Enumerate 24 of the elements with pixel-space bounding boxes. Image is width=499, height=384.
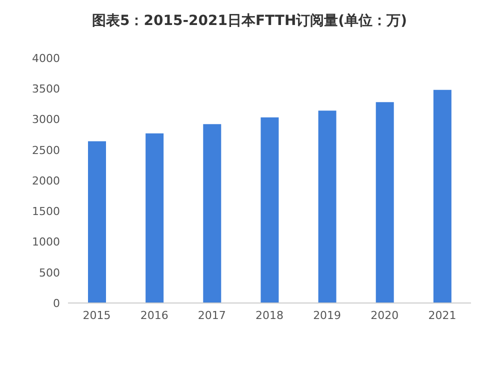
x-tick-label: 2019: [313, 308, 342, 322]
y-tick-label: 1000: [32, 236, 60, 249]
x-tick-label: 2021: [428, 308, 456, 322]
x-tick-label: 2015: [82, 308, 111, 322]
y-tick-label: 2000: [32, 174, 60, 188]
bar: [433, 90, 452, 303]
bar: [376, 102, 394, 303]
y-tick-label: 1500: [32, 205, 60, 218]
bar: [260, 117, 279, 303]
y-tick-label: 3500: [32, 82, 60, 96]
x-tick-label: 2018: [256, 308, 284, 322]
bar: [203, 124, 222, 303]
bar: [146, 133, 164, 303]
bar: [318, 110, 336, 303]
x-tick-label: 2017: [198, 308, 226, 322]
x-tick-label: 2020: [370, 308, 399, 322]
y-tick-label: 4000: [32, 52, 60, 65]
y-tick-label: 3000: [32, 113, 60, 126]
x-tick-label: 2016: [140, 308, 168, 322]
chart-title: 图表5：2015-2021日本FTTH订阅量(单位：万): [91, 12, 408, 31]
bar: [88, 141, 106, 303]
y-tick-label: 0: [53, 296, 60, 310]
y-tick-label: 2500: [32, 144, 60, 157]
y-tick-label: 500: [39, 266, 60, 280]
